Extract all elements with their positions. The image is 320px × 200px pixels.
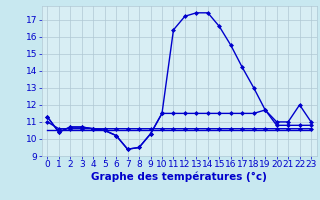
X-axis label: Graphe des températures (°c): Graphe des températures (°c) [91,172,267,182]
